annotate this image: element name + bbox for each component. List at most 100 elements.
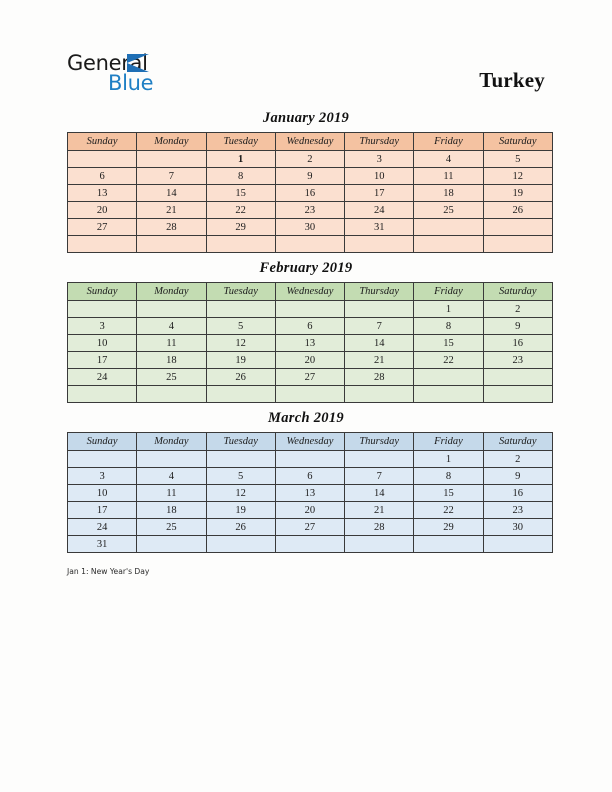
day-cell: 25: [136, 518, 207, 536]
day-cell: [66, 300, 138, 318]
day-cell: [344, 450, 415, 468]
day-cell: [482, 218, 553, 236]
day-cell: 29: [413, 518, 484, 536]
weekday-header-tuesday: Tuesday: [205, 432, 276, 451]
day-cell: [274, 235, 346, 253]
day-cell: [344, 235, 415, 253]
day-cell: 22: [413, 351, 484, 369]
day-cell: 20: [274, 501, 346, 519]
day-cell: 5: [205, 467, 276, 485]
day-cell: [482, 535, 553, 553]
day-cell: 17: [66, 501, 138, 519]
day-cell: 3: [66, 467, 138, 485]
month-title: January 2019: [262, 110, 350, 126]
day-cell: 11: [136, 334, 207, 352]
weekday-header-sunday: Sunday: [66, 432, 138, 451]
day-cell: 28: [344, 368, 415, 386]
day-cell: 26: [482, 201, 553, 219]
day-cell: 7: [344, 317, 415, 335]
day-cell: 21: [136, 201, 207, 219]
weekday-header-tuesday: Tuesday: [205, 282, 276, 301]
calendar-table-march: Sunday Monday Tuesday Wednesday Thursday…: [66, 432, 553, 553]
day-cell: 23: [482, 351, 553, 369]
weekday-header-friday: Friday: [413, 132, 484, 151]
day-cell: [344, 385, 415, 403]
day-cell: 11: [413, 167, 484, 185]
holiday-notes-list: Jan 1: New Year's Day: [67, 566, 545, 578]
weekday-header-row: Sunday Monday Tuesday Wednesday Thursday…: [66, 132, 553, 151]
weekday-header-wednesday: Wednesday: [274, 432, 346, 451]
day-cell: 27: [274, 368, 346, 386]
day-cell: 18: [413, 184, 484, 202]
day-cell: [136, 150, 207, 168]
day-cell: 21: [344, 501, 415, 519]
day-cell: 6: [274, 467, 346, 485]
day-cell: [205, 450, 276, 468]
week-row: 13 14 15 16 17 18 19: [66, 184, 553, 202]
week-row: 1 2 3 4 5: [66, 150, 553, 168]
weekday-header-wednesday: Wednesday: [274, 282, 346, 301]
day-cell: 14: [344, 334, 415, 352]
day-cell: 14: [136, 184, 207, 202]
day-cell: 17: [344, 184, 415, 202]
day-cell: 30: [482, 518, 553, 536]
week-row: 3 4 5 6 7 8 9: [66, 317, 553, 335]
day-cell: 28: [344, 518, 415, 536]
day-cell: 26: [205, 518, 276, 536]
weekday-header-tuesday: Tuesday: [205, 132, 276, 151]
month-block-march: March 2019 Sunday Monday Tuesday Wednesd…: [66, 410, 553, 553]
day-cell: 18: [136, 351, 207, 369]
day-cell: [136, 385, 207, 403]
day-cell: 25: [413, 201, 484, 219]
day-cell: 18: [136, 501, 207, 519]
day-cell: 13: [66, 184, 138, 202]
weekday-header-thursday: Thursday: [344, 282, 415, 301]
day-cell: 30: [274, 218, 346, 236]
weekday-header-saturday: Saturday: [482, 132, 553, 151]
week-row: 27 28 29 30 31: [66, 218, 553, 236]
weekday-header-row: Sunday Monday Tuesday Wednesday Thursday…: [66, 432, 553, 451]
blue-triangle-icon: [127, 54, 149, 72]
day-cell: 4: [413, 150, 484, 168]
day-cell: [482, 235, 553, 253]
month-title: March 2019: [268, 410, 344, 426]
day-cell: 13: [274, 484, 346, 502]
week-row: 24 25 26 27 28: [66, 368, 553, 386]
week-row: [66, 385, 553, 403]
day-cell: 3: [344, 150, 415, 168]
day-cell: [482, 368, 553, 386]
day-cell: 24: [66, 518, 138, 536]
day-cell: 9: [482, 467, 553, 485]
day-cell: 31: [344, 218, 415, 236]
day-cell: 19: [205, 501, 276, 519]
day-cell: 1: [413, 450, 484, 468]
week-row: 17 18 19 20 21 22 23: [66, 351, 553, 369]
day-cell: 20: [66, 201, 138, 219]
day-cell: 20: [274, 351, 346, 369]
holiday-note-item: Jan 1: New Year's Day: [67, 567, 150, 576]
day-cell: 3: [66, 317, 138, 335]
logo-text-blue: Blue: [108, 71, 154, 95]
day-cell: 10: [66, 484, 138, 502]
page-header: General Blue Turkey: [0, 0, 612, 104]
day-cell: [136, 300, 207, 318]
weekday-header-saturday: Saturday: [482, 282, 553, 301]
week-row: 10 11 12 13 14 15 16: [66, 484, 553, 502]
weekday-header-thursday: Thursday: [344, 432, 415, 451]
day-cell: [413, 368, 484, 386]
day-cell: [274, 385, 346, 403]
day-cell: 9: [482, 317, 553, 335]
day-cell: 27: [274, 518, 346, 536]
day-cell: 14: [344, 484, 415, 502]
day-cell: 16: [482, 484, 553, 502]
day-cell: 28: [136, 218, 207, 236]
week-row: [66, 235, 553, 253]
day-cell: [66, 235, 138, 253]
day-cell: 19: [205, 351, 276, 369]
day-cell: 10: [344, 167, 415, 185]
day-cell-holiday: 1: [205, 150, 276, 168]
day-cell: 8: [413, 317, 484, 335]
day-cell: [136, 535, 207, 553]
day-cell: [344, 535, 415, 553]
weekday-header-saturday: Saturday: [482, 432, 553, 451]
